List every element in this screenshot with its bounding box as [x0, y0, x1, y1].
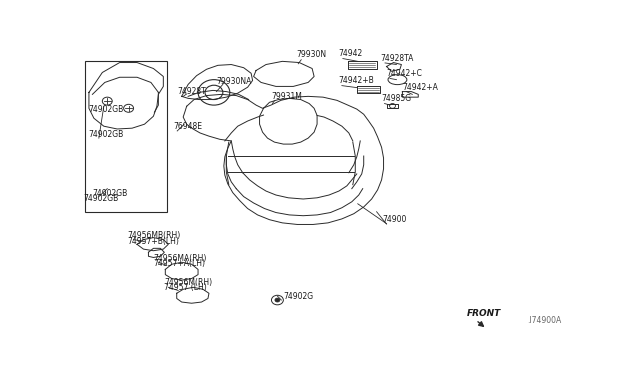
Text: 79930N: 79930N — [296, 50, 326, 60]
Text: 79931M: 79931M — [271, 92, 302, 101]
Text: 74928T: 74928T — [177, 87, 206, 96]
Text: .I74900A: .I74900A — [527, 316, 561, 325]
Text: 74957+A(LH): 74957+A(LH) — [154, 259, 205, 268]
Text: 74902G: 74902G — [284, 292, 314, 301]
Text: 74985G: 74985G — [381, 94, 412, 103]
Text: 74956MA(RH): 74956MA(RH) — [154, 254, 207, 263]
Text: 74942+C: 74942+C — [387, 69, 422, 78]
Text: 74942: 74942 — [338, 49, 362, 58]
Text: 74956M(RH): 74956M(RH) — [164, 278, 212, 287]
Text: 74902GB: 74902GB — [92, 189, 127, 198]
Text: 74902GB: 74902GB — [88, 130, 123, 140]
Text: 74900: 74900 — [383, 215, 407, 224]
Text: FRONT: FRONT — [467, 309, 501, 318]
Text: 74942+B: 74942+B — [338, 76, 374, 85]
Text: 74957 (LH): 74957 (LH) — [164, 283, 207, 292]
Text: 74928TA: 74928TA — [380, 54, 413, 62]
Text: 76948E: 76948E — [173, 122, 202, 131]
Text: 74942+A: 74942+A — [403, 83, 438, 92]
Text: 74902GB: 74902GB — [88, 105, 123, 114]
Bar — [85, 61, 167, 212]
Text: 74956MB(RH): 74956MB(RH) — [127, 231, 181, 240]
Text: 79930NA: 79930NA — [216, 77, 252, 86]
Text: 74902GB: 74902GB — [83, 193, 118, 203]
Text: 74957+B(LH): 74957+B(LH) — [127, 237, 179, 246]
Circle shape — [275, 298, 280, 302]
